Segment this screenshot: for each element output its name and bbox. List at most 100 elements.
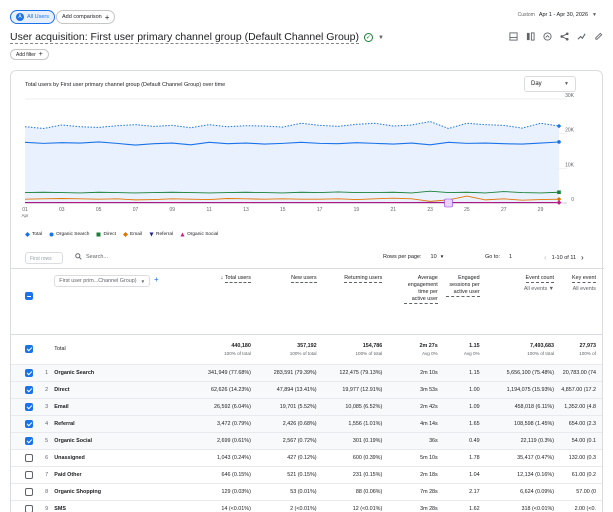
row-metric-cell: 5m 10s: [388, 448, 444, 466]
row-metric-cell: 1.04: [443, 465, 486, 483]
x-tick-label: 13: [243, 207, 249, 213]
total-value: 357,192: [297, 342, 317, 349]
total-checkbox[interactable]: [25, 345, 33, 353]
next-page-icon[interactable]: ›: [581, 253, 584, 262]
goto-value: 1: [508, 254, 513, 260]
table-row[interactable]: 9 SMS 14 (<0.01%) 2 (<0.01%) 12 (<0.01%) 3m 2…: [11, 499, 602, 512]
row-checkbox-cell[interactable]: [11, 465, 39, 483]
header-total-users[interactable]: ↓ Total users: [179, 268, 257, 334]
header-select-all[interactable]: [11, 268, 39, 334]
table-row[interactable]: 1 Organic Search 341,949 (77.68%) 283,591 (…: [11, 363, 602, 381]
trend-icon[interactable]: [577, 32, 586, 41]
header-avg-engagement[interactable]: Average engagement time per active user: [388, 268, 443, 334]
legend-item[interactable]: Organic Social: [180, 232, 218, 237]
plot-rows-input[interactable]: First rows: [25, 252, 63, 264]
row-checkbox[interactable]: [25, 436, 33, 445]
row-metric-cell: 318 (<0.01%): [485, 499, 561, 512]
x-month-label: Apr: [21, 213, 29, 218]
row-checkbox-cell[interactable]: [11, 414, 39, 432]
page-title[interactable]: User acquisition: First user primary cha…: [10, 31, 359, 44]
row-checkbox[interactable]: [25, 385, 33, 394]
row-checkbox[interactable]: [25, 368, 33, 377]
goto-input[interactable]: 1: [509, 254, 512, 260]
header-new-users[interactable]: New users: [257, 268, 323, 334]
edit-pencil-icon[interactable]: [594, 32, 603, 41]
total-checkbox-cell[interactable]: [11, 333, 39, 364]
legend-item[interactable]: Email: [123, 232, 142, 237]
legend-item[interactable]: Organic Search: [49, 232, 89, 237]
row-metric-cell: 36s: [388, 431, 444, 449]
row-checkbox[interactable]: [25, 419, 33, 428]
header-key-events[interactable]: Key event All events: [560, 268, 602, 334]
add-filter-button[interactable]: Add filter +: [10, 49, 49, 60]
add-comparison-button[interactable]: Add comparison +: [56, 10, 116, 24]
row-checkbox-cell[interactable]: [11, 363, 39, 381]
series-endpoint: [557, 190, 561, 195]
row-metric-cell: 54.00 (0.1: [560, 431, 602, 449]
share-icon[interactable]: [560, 32, 569, 41]
total-subtext: Avg 0%: [463, 350, 480, 356]
add-dimension-icon[interactable]: +: [154, 275, 159, 284]
plus-icon: +: [38, 51, 43, 58]
rows-per-page: Rows per page: 10 ▼: [383, 254, 444, 260]
row-checkbox-cell[interactable]: [11, 499, 39, 512]
row-rank: 1: [39, 363, 55, 381]
insights-icon[interactable]: [543, 32, 552, 41]
row-metric-cell: 122,475 (79.13%): [322, 363, 389, 381]
caret-down-icon: ▼: [439, 254, 445, 259]
interval-select[interactable]: Day ▼: [524, 76, 576, 92]
rows-per-page-select[interactable]: 10 ▼: [431, 254, 445, 260]
column-header-label: Engaged sessions per active user: [445, 275, 480, 297]
date-range-picker[interactable]: Custom Apr 1 - Apr 30, 2026 ▼: [518, 12, 597, 18]
row-metric-cell: 2m 42s: [388, 397, 444, 415]
row-metric-cell: 3m 53s: [388, 380, 444, 398]
verified-check-icon: ✓: [364, 33, 373, 42]
compare-columns-icon[interactable]: [526, 32, 535, 41]
row-checkbox[interactable]: [25, 402, 33, 411]
column-header-label: Event count: [525, 275, 555, 283]
x-tick-label: 07: [133, 207, 139, 213]
row-rank: 4: [39, 414, 55, 432]
line-chart[interactable]: 30K 20K 10K 0 01 03 05 07 09 11 13 15 17 19 21 23 25 27 29…: [11, 91, 604, 231]
prev-page-icon[interactable]: ‹: [544, 253, 547, 262]
row-metric-cell: 5,656,100 (75.48%): [485, 363, 561, 381]
legend-item[interactable]: Direct: [96, 232, 116, 237]
chevron-down-icon[interactable]: ▼: [378, 34, 384, 41]
table-row[interactable]: 6 Unassigned 1,043 (0.24%) 427 (0.12%) 600 (…: [11, 448, 602, 466]
column-header-label: Key event: [572, 275, 596, 283]
row-metric-cell: 1.00: [443, 380, 486, 398]
select-all-checkbox[interactable]: [25, 292, 33, 300]
legend-item[interactable]: Total: [25, 232, 42, 237]
customize-report-icon[interactable]: [509, 32, 518, 41]
row-checkbox[interactable]: [25, 453, 33, 462]
row-checkbox-cell[interactable]: [11, 397, 39, 415]
dimension-selector[interactable]: First user prim...Channel Group) ▼: [54, 275, 151, 287]
header-event-count[interactable]: Event count All events ▼: [486, 268, 560, 334]
table-row[interactable]: 5 Organic Social 2,699 (0.61%) 2,567 (0.72%…: [11, 431, 602, 449]
table-row[interactable]: 4 Referral 3,472 (0.79%) 2,426 (0.68%) 1,556…: [11, 414, 602, 432]
segment-label: All Users: [27, 14, 50, 20]
table-row[interactable]: 2 Direct 62,626 (14.23%) 47,894 (13.41%) 19,…: [11, 380, 602, 398]
legend-marker: [96, 232, 101, 237]
legend-marker: [123, 232, 128, 237]
legend-label: Total: [32, 232, 43, 237]
header-engaged-sessions[interactable]: Engaged sessions per active user: [444, 268, 486, 334]
header-returning-users[interactable]: Returning users: [323, 268, 389, 334]
row-metric-cell: 2.17: [443, 482, 486, 500]
legend-item[interactable]: Referral: [149, 232, 173, 237]
row-checkbox[interactable]: [25, 487, 33, 496]
row-checkbox-cell[interactable]: [11, 482, 39, 500]
table-row[interactable]: 3 Email 26,592 (6.04%) 19,701 (5.52%) 10,085…: [11, 397, 602, 415]
table-row[interactable]: 7 Paid Other 646 (0.15%) 521 (0.15%) 231 (0.…: [11, 465, 602, 483]
segment-chip-all-users[interactable]: A All Users: [10, 10, 56, 24]
row-checkbox[interactable]: [25, 504, 33, 512]
table-row[interactable]: 8 Organic Shopping 129 (0.03%) 53 (0.01%) 88…: [11, 482, 602, 500]
note-icon: [444, 198, 453, 208]
column-event-filter[interactable]: All events ▼: [523, 286, 555, 292]
row-checkbox-cell[interactable]: [11, 431, 39, 449]
column-event-filter[interactable]: All events: [572, 286, 596, 292]
row-checkbox-cell[interactable]: [11, 380, 39, 398]
row-checkbox-cell[interactable]: [11, 448, 39, 466]
row-checkbox[interactable]: [25, 470, 33, 479]
table-search[interactable]: Search...: [75, 253, 108, 260]
